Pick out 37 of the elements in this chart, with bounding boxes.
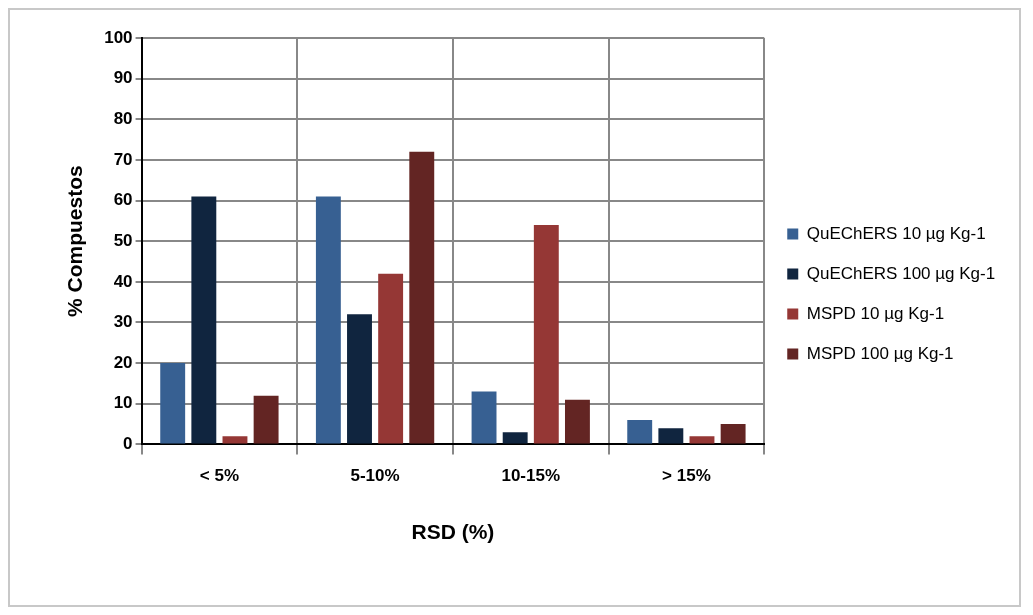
y-tick-label: 20 [113,352,133,372]
bar [658,428,684,444]
x-tick-label: < 5% [199,466,240,486]
bar [160,363,186,444]
bar [564,399,590,444]
y-tick-label: 0 [123,434,133,454]
bar [315,196,341,444]
y-tick-label: 90 [113,68,133,88]
y-tick-label: 40 [113,271,133,291]
bar [191,196,217,444]
x-axis-title: RSD (%) [411,520,495,544]
x-tick-label: 5-10% [350,466,400,486]
bar [222,436,248,444]
legend-label: MSPD 100 µg Kg-1 [806,343,954,363]
bar [502,432,528,444]
bar [689,436,715,444]
bar [471,391,497,444]
bar [378,273,404,444]
legend-label: QuEChERS 100 µg Kg-1 [806,263,996,283]
y-tick-label: 50 [113,230,133,250]
y-tick-label: 10 [113,393,133,413]
legend-label: QuEChERS 10 µg Kg-1 [806,223,986,243]
y-tick-label: 70 [113,149,133,169]
bar [347,314,372,444]
x-tick-label: 10-15% [501,466,561,486]
bar [720,424,746,444]
legend-label: MSPD 10 µg Kg-1 [806,303,945,323]
y-tick-label: 30 [113,312,133,332]
y-tick-label: 80 [113,108,133,128]
bar [409,151,435,444]
y-tick-label: 100 [104,27,133,47]
x-tick-label: > 15% [662,466,711,486]
y-tick-label: 60 [113,190,133,210]
y-axis-title: % Compuestos [63,165,87,318]
bar [533,224,559,444]
bar [627,420,653,444]
bar [253,395,279,444]
